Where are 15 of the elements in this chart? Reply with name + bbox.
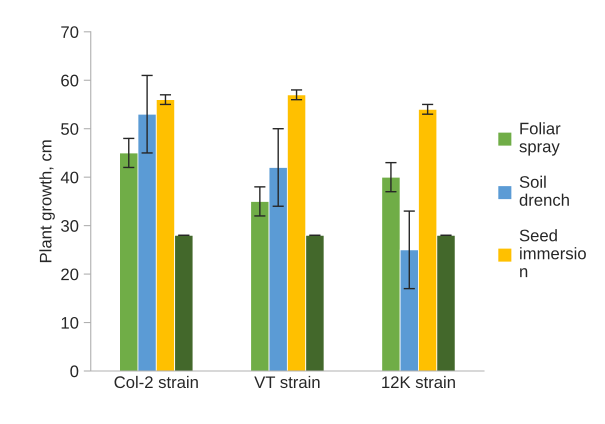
y-tick-label: 0 xyxy=(70,365,78,378)
legend-label: Foliar spray xyxy=(519,122,560,156)
x-tick-label: 12K strain xyxy=(382,376,455,388)
legend-label: Seed immersion xyxy=(520,229,586,278)
y-axis-title: Plant growth, cm xyxy=(39,140,55,262)
y-tick-label: 60 xyxy=(61,74,78,86)
x-tick-label: VT strain xyxy=(254,376,320,388)
y-tick-label: 50 xyxy=(61,123,78,135)
x-tick-label: Col-2 strain xyxy=(114,376,198,388)
legend-label: Soil drench xyxy=(520,176,569,206)
y-tick-label: 70 xyxy=(61,26,78,38)
y-tick-label: 10 xyxy=(62,316,78,329)
y-tick-label: 30 xyxy=(61,220,78,232)
y-tick-label: 40 xyxy=(60,172,78,184)
y-tick-label: 20 xyxy=(61,268,78,280)
